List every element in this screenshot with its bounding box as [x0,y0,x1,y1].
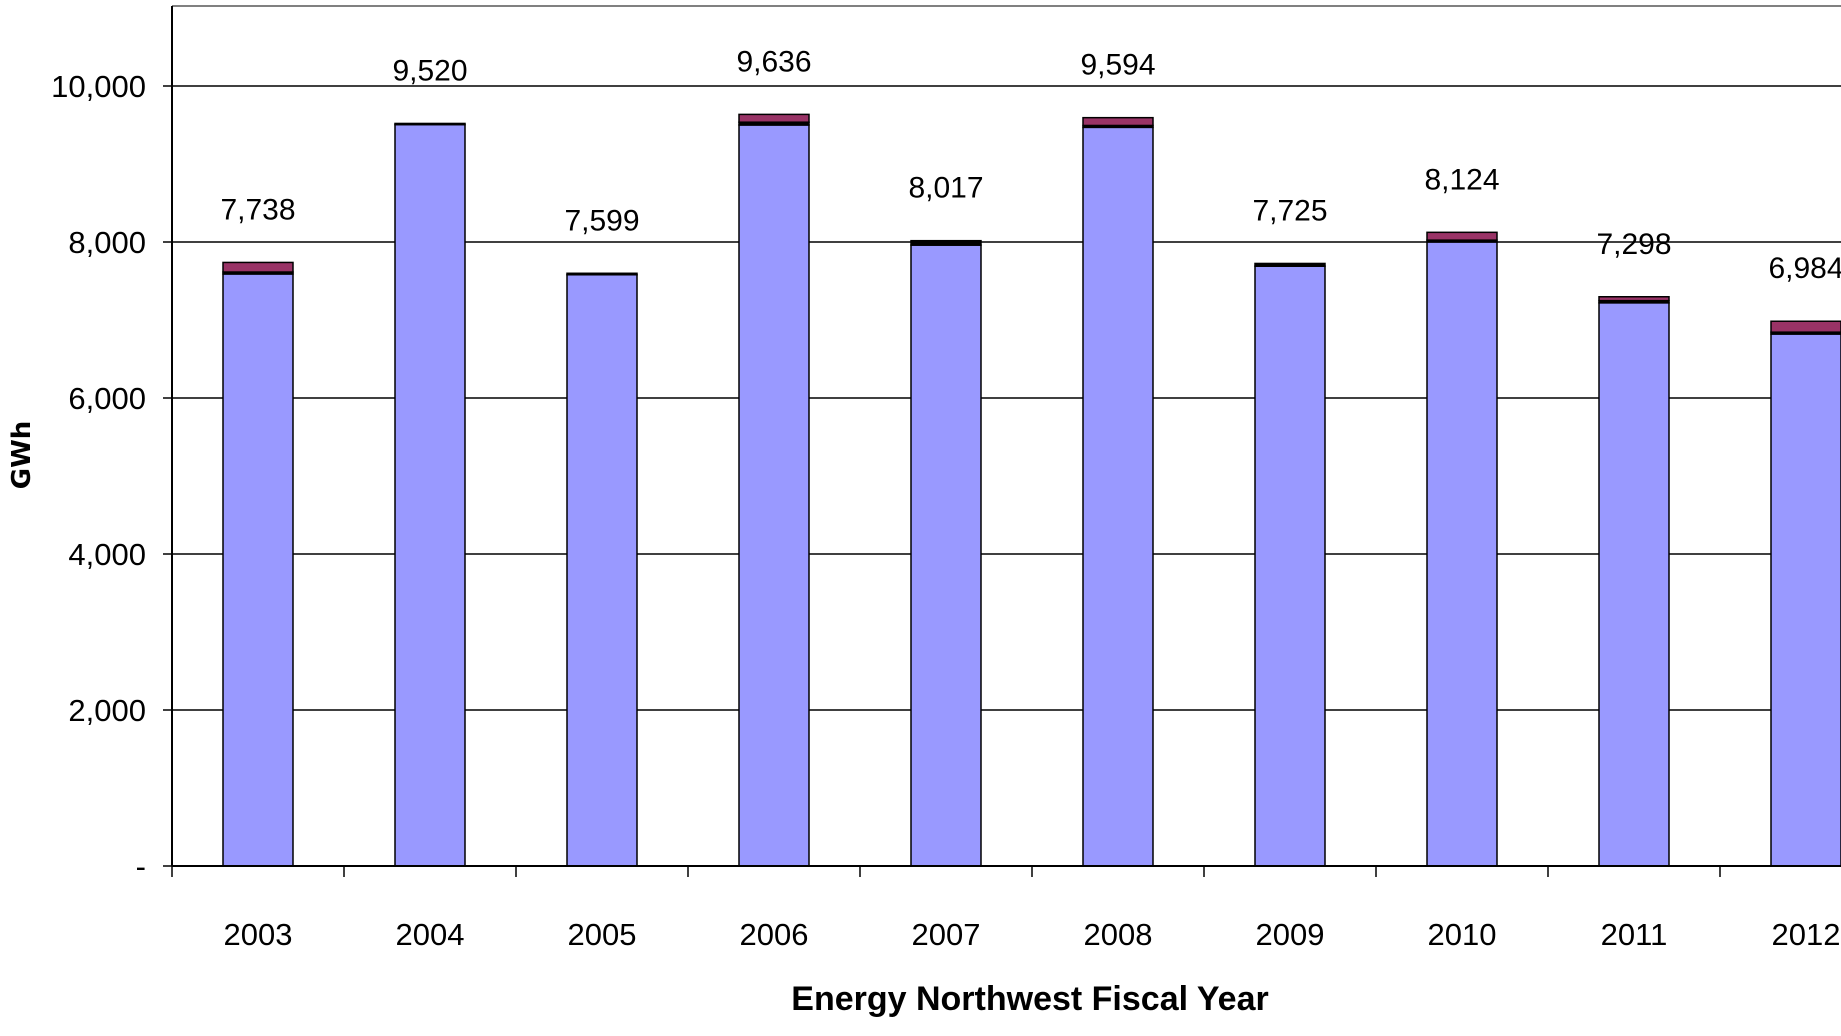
bar-segment-2012-s0 [1770,333,1841,867]
data-label-2009: 7,725 [1252,194,1327,227]
bar-segment-2003-s0 [222,273,294,867]
y-tick-label: 8,000 [68,225,146,260]
bar-segment-2006-s0 [738,124,810,867]
data-label-2005: 7,599 [564,204,639,237]
data-label-2004: 9,520 [392,54,467,87]
x-tick-label-2011: 2011 [1601,917,1668,952]
x-axis-title: Energy Northwest Fiscal Year [791,980,1268,1018]
bar-segment-2011-s2 [1598,296,1670,302]
bar-segment-2006-s2 [738,113,810,123]
x-tick-label-2007: 2007 [912,917,981,952]
y-axis-title: GWh [7,421,37,490]
bar-segment-2004-s1 [394,122,466,126]
bar-segment-2004-s0 [394,123,466,867]
bar-segment-2010-s2 [1426,231,1498,241]
bar-segment-2007-s0 [910,244,982,867]
x-tick-label-2006: 2006 [740,917,809,952]
bar-segment-2010-s0 [1426,241,1498,867]
data-label-2008: 9,594 [1080,49,1155,82]
x-tick-label-2008: 2008 [1084,917,1153,952]
y-tick-label: 6,000 [68,381,146,416]
data-label-2010: 8,124 [1424,163,1499,196]
x-tick-label-2010: 2010 [1428,917,1497,952]
x-tick-label-2005: 2005 [568,917,637,952]
y-tick-label: 4,000 [68,537,146,572]
x-tick-label-2004: 2004 [396,917,465,952]
bar-segment-2009-s1 [1254,262,1326,267]
x-tick-label-2012: 2012 [1772,917,1841,952]
y-tick-label: - [136,849,146,884]
bar-segment-2005-s0 [566,274,638,867]
bar-segment-2008-s0 [1082,126,1154,867]
bars [222,113,1841,867]
y-tick-label: 2,000 [68,693,146,728]
y-tick-label: 10,000 [51,69,146,104]
x-tick-label-2009: 2009 [1256,917,1325,952]
data-label-2012: 6,984 [1768,252,1841,285]
bar-segment-2012-s2 [1770,320,1841,333]
bar-segment-2007-s1 [910,239,982,246]
x-tick-label-2003: 2003 [224,917,293,952]
bar-segment-2011-s0 [1598,302,1670,867]
data-label-2011: 7,298 [1596,228,1671,261]
data-label-2006: 9,636 [736,45,811,78]
data-labels: 7,738 9,520 7,599 9,636 8,017 9,594 7,725 8,124… [220,45,1841,285]
data-label-2003: 7,738 [220,193,295,226]
data-label-2007: 8,017 [908,172,983,205]
bar-segment-2003-s2 [222,261,294,273]
bar-segment-2009-s0 [1254,265,1326,867]
bar-segment-2008-s2 [1082,116,1154,127]
axes: - 2,000 4,000 6,000 8,000 10,000 2003 2004 2005 2… [51,6,1841,952]
bar-segment-2005-s1 [566,272,638,276]
